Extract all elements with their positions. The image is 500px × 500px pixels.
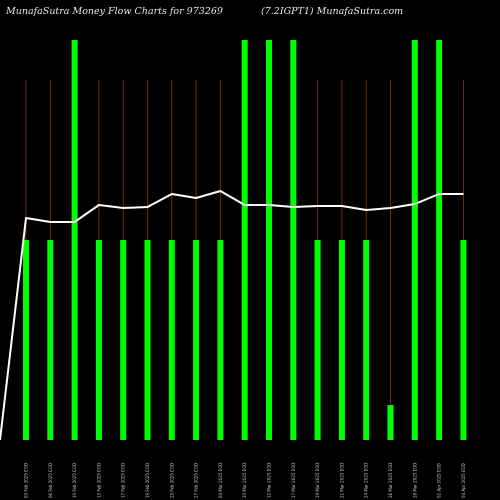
- bar-5: [120, 240, 127, 440]
- bar-2: [47, 240, 54, 440]
- bar-1: [23, 240, 29, 440]
- x-tick-label-4: 13 Feb 2025 EOD: [96, 463, 101, 498]
- bar-17: [411, 40, 418, 440]
- bar-18: [436, 40, 443, 440]
- bar-3: [71, 40, 78, 440]
- x-tick-label-18: 02 Apr 2025 EOD: [437, 463, 442, 498]
- bar-10: [241, 40, 248, 440]
- x-tick-label-17: 28 Mar 2025 EOD: [412, 463, 417, 498]
- money-flow-polyline: [0, 190, 464, 441]
- bar-11: [266, 40, 272, 440]
- x-tick-label-2: 06 Feb 2025 EOD: [48, 463, 53, 498]
- chart-title-left: MunafaSutra Money Flow Charts for 973269: [6, 6, 223, 17]
- chart-title-right: (7.2IGPT1) MunafaSutra.com: [261, 6, 404, 17]
- bars: [23, 40, 467, 440]
- bar-14: [338, 240, 345, 440]
- money-flow-line: [0, 190, 464, 441]
- chart-title: MunafaSutra Money Flow Charts for 973269…: [6, 6, 496, 24]
- x-tick-label-6: 19 Feb 2025 EOD: [145, 463, 150, 498]
- x-tick-label-9: 04 Mar 2025 EOD: [218, 463, 223, 498]
- x-tick-label-11: 12 Mar 2025 EOD: [267, 463, 272, 498]
- x-tick-label-8: 27 Feb 2025 EOD: [194, 463, 199, 498]
- bar-7: [168, 240, 175, 440]
- x-tick-label-13: 19 Mar 2025 EOD: [315, 463, 320, 498]
- bar-6: [144, 240, 151, 440]
- bar-12: [290, 40, 297, 440]
- x-tick-label-3: 10 Feb 2025 EOD: [72, 463, 77, 498]
- x-tick-label-12: 17 Mar 2025 EOD: [291, 463, 296, 498]
- x-tick-labels: 03 Feb 2025 EOD 06 Feb 2025 EOD 10 Feb 202…: [24, 463, 466, 498]
- x-tick-label-14: 21 Mar 2025 EOD: [339, 463, 344, 498]
- bar-16: [387, 405, 394, 440]
- x-tick-label-5: 17 Feb 2025 EOD: [121, 463, 126, 498]
- bar-9: [217, 240, 224, 440]
- bar-19: [460, 240, 467, 440]
- x-tick-label-1: 03 Feb 2025 EOD: [24, 463, 29, 498]
- bar-8: [193, 240, 200, 440]
- bar-15: [363, 240, 370, 440]
- x-tick-label-16: 26 Mar 2025 EOD: [388, 463, 393, 498]
- x-tick-label-10: 10 Mar 2025 EOD: [242, 463, 247, 498]
- bar-4: [95, 240, 102, 440]
- x-tick-label-19: 04 Apr 2025 EOD: [461, 463, 466, 498]
- bar-13: [314, 240, 321, 440]
- x-tick-label-7: 25 Feb 2025 EOD: [169, 463, 174, 498]
- x-tick-label-15: 24 Mar 2025 EOD: [364, 463, 369, 498]
